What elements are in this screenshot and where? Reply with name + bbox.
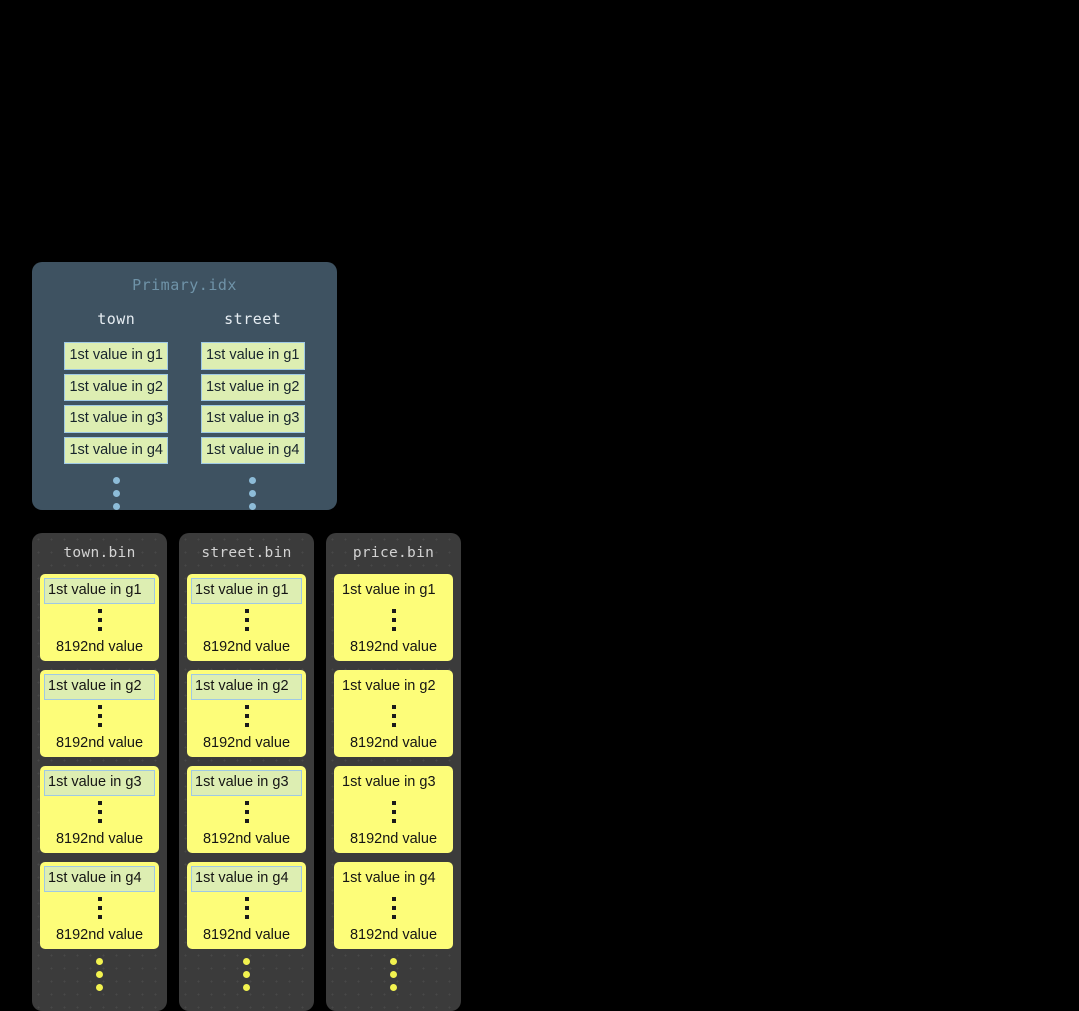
bin-panel-title: street.bin [201,545,292,561]
index-cell: 1st value in g3 [64,405,168,433]
group-last-value: 8192nd value [55,830,144,847]
group-first-value: 1st value in g1 [191,578,302,604]
group-last-value: 8192nd value [349,926,438,943]
vertical-ellipsis-icon [244,704,249,732]
index-cell: 1st value in g2 [200,373,305,401]
group-first-value: 1st value in g2 [44,674,155,700]
group-first-value: 1st value in g3 [191,770,302,796]
group-last-value: 8192nd value [202,734,291,751]
index-column-street: street 1st value in g1 1st value in g2 1… [185,310,322,516]
group-first-value: 1st value in g3 [342,774,436,790]
index-column-town: town 1st value in g1 1st value in g2 1st… [48,310,185,516]
bin-panel-town: town.bin 1st value in g1 8192nd value 1s… [32,533,167,1011]
vertical-ellipsis-icon [97,608,102,636]
group-last-value: 8192nd value [202,638,291,655]
bin-panel-street: street.bin 1st value in g1 8192nd value … [179,533,314,1011]
group-box: 1st value in g3 8192nd value [40,766,159,853]
group-first-value: 1st value in g3 [44,770,155,796]
bin-panel-title: price.bin [352,545,435,561]
group-box: 1st value in g2 8192nd value [40,670,159,757]
vertical-ellipsis-icon [391,896,396,924]
primary-index-columns: town 1st value in g1 1st value in g2 1st… [32,310,337,516]
index-cell: 1st value in g1 [64,342,168,370]
vertical-ellipsis-icon [244,896,249,924]
bin-panel-title: town.bin [63,545,136,561]
group-last-value: 8192nd value [55,926,144,943]
primary-index-title: Primary.idx [132,276,237,294]
group-last-value: 8192nd value [55,638,144,655]
group-first-value: 1st value in g2 [342,678,436,694]
vertical-ellipsis-icon [334,958,453,997]
vertical-ellipsis-icon [40,958,159,997]
index-cell: 1st value in g4 [200,436,305,464]
group-first-value: 1st value in g4 [191,866,302,892]
group-box: 1st value in g1 8192nd value [334,574,453,661]
group-last-value: 8192nd value [349,638,438,655]
vertical-ellipsis-icon [112,477,120,516]
vertical-ellipsis-icon [97,896,102,924]
group-box: 1st value in g3 8192nd value [334,766,453,853]
index-cell: 1st value in g3 [200,405,305,433]
vertical-ellipsis-icon [391,800,396,828]
primary-index-panel: Primary.idx town 1st value in g1 1st val… [32,262,337,510]
group-first-value: 1st value in g2 [191,674,302,700]
bin-panel-price: price.bin 1st value in g1 8192nd value 1… [326,533,461,1011]
vertical-ellipsis-icon [187,958,306,997]
vertical-ellipsis-icon [391,704,396,732]
group-box: 1st value in g3 8192nd value [187,766,306,853]
group-first-value: 1st value in g1 [44,578,155,604]
vertical-ellipsis-icon [391,608,396,636]
vertical-ellipsis-icon [249,477,257,516]
group-last-value: 8192nd value [202,926,291,943]
group-last-value: 8192nd value [202,830,291,847]
group-first-value: 1st value in g4 [44,866,155,892]
group-box: 1st value in g4 8192nd value [187,862,306,949]
group-box: 1st value in g2 8192nd value [187,670,306,757]
vertical-ellipsis-icon [244,800,249,828]
group-box: 1st value in g4 8192nd value [334,862,453,949]
group-last-value: 8192nd value [55,734,144,751]
vertical-ellipsis-icon [97,800,102,828]
index-column-title: street [224,310,282,328]
vertical-ellipsis-icon [244,608,249,636]
index-cell: 1st value in g2 [64,373,168,401]
index-cell: 1st value in g4 [64,436,168,464]
group-box: 1st value in g2 8192nd value [334,670,453,757]
group-first-value: 1st value in g1 [342,582,436,598]
group-box: 1st value in g4 8192nd value [40,862,159,949]
group-box: 1st value in g1 8192nd value [187,574,306,661]
group-last-value: 8192nd value [349,734,438,751]
vertical-ellipsis-icon [97,704,102,732]
group-box: 1st value in g1 8192nd value [40,574,159,661]
bin-files-row: town.bin 1st value in g1 8192nd value 1s… [32,533,461,1011]
group-last-value: 8192nd value [349,830,438,847]
group-first-value: 1st value in g4 [342,870,436,886]
index-cell: 1st value in g1 [200,342,305,370]
index-column-title: town [97,310,136,328]
